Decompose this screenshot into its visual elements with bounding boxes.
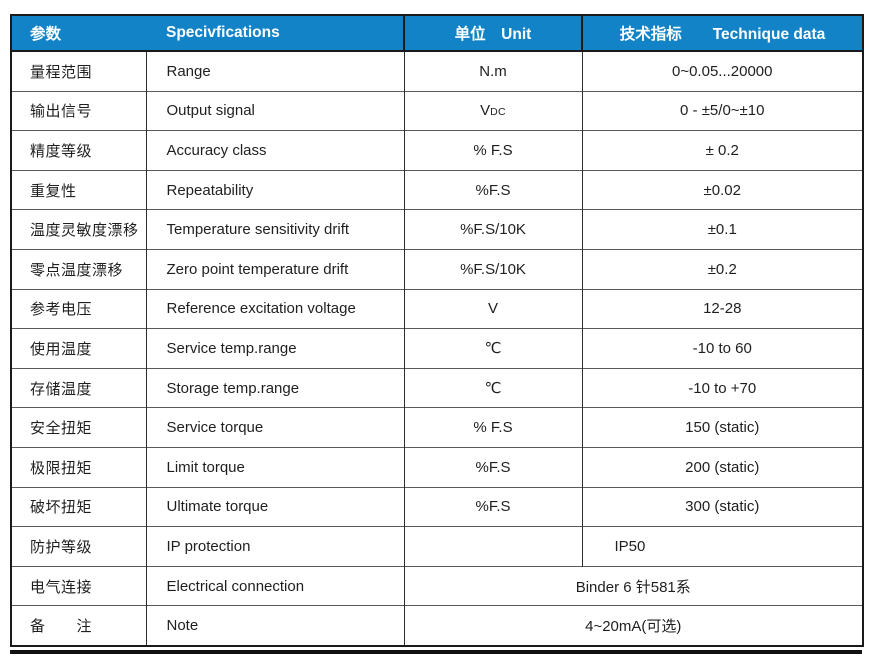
value-cell: ±0.1 (581, 209, 863, 250)
param-cell: 使用温度 (11, 328, 146, 369)
param-cell: 电气连接 (11, 565, 146, 606)
table-row: 存储温度 Storage temp.range ℃ -10 to +70 (11, 367, 863, 408)
param-cell: 精度等级 (11, 130, 146, 171)
unit-cell: % F.S (403, 407, 582, 448)
value-cell: 0~0.05...20000 (581, 51, 863, 92)
value-cell: 12-28 (581, 288, 863, 329)
param-cell: 防护等级 (11, 526, 146, 567)
table-row: 量程范围 Range N.m 0~0.05...20000 (11, 51, 863, 92)
spec-table: 参数 Specivfications 单位 Unit 技术指标 Techniqu… (10, 14, 864, 647)
value-cell: 150 (static) (581, 407, 863, 448)
table-row: 电气连接 Electrical connection Binder 6 针581… (11, 565, 863, 606)
param-cell: 破坏扭矩 (11, 486, 146, 527)
value-cell: ±0.02 (581, 169, 863, 210)
table-row: 参考电压 Reference excitation voltage V 12-2… (11, 288, 863, 329)
value-cell: -10 to +70 (581, 367, 863, 408)
spec-cell: Accuracy class (145, 130, 404, 171)
table-row: 破坏扭矩 Ultimate torque %F.S 300 (static) (11, 486, 863, 527)
value-cell: ± 0.2 (581, 130, 863, 171)
spec-cell: Temperature sensitivity drift (145, 209, 404, 250)
spec-cell: Electrical connection (145, 565, 404, 606)
spec-cell: Output signal (145, 90, 404, 131)
bottom-rule (10, 649, 862, 654)
table-row: 使用温度 Service temp.range ℃ -10 to 60 (11, 328, 863, 369)
unit-cell: %F.S (403, 446, 582, 488)
unit-cell: %F.S/10K (403, 209, 582, 250)
value-cell-merged: Binder 6 针581系 (403, 565, 863, 606)
unit-cell: %F.S (403, 169, 582, 210)
param-cell: 备 注 (11, 605, 146, 646)
header-row: 参数 Specivfications 单位 Unit 技术指标 Techniqu… (11, 15, 863, 52)
table-row: 防护等级 IP protection IP50 (11, 526, 863, 567)
unit-cell: VDC (403, 90, 582, 131)
unit-cell: ℃ (403, 328, 582, 369)
value-cell: 0 - ±5/0~±10 (581, 90, 863, 131)
spec-cell: Storage temp.range (145, 367, 404, 408)
header-specifications: Specivfications (146, 15, 404, 52)
table-row: 安全扭矩 Service torque % F.S 150 (static) (11, 407, 863, 448)
header-technique-data: 技术指标 Technique data (581, 15, 863, 52)
spec-cell: Limit torque (145, 446, 404, 488)
table-header: 参数 Specivfications 单位 Unit 技术指标 Techniqu… (11, 15, 863, 52)
spec-cell: Service temp.range (145, 328, 404, 369)
param-cell: 量程范围 (30, 63, 93, 81)
spec-cell: Service torque (145, 407, 404, 448)
header-param: 参数 (11, 15, 146, 52)
value-cell: -10 to 60 (581, 328, 863, 369)
table-row: 极限扭矩 Limit torque %F.S 200 (static) (11, 446, 863, 488)
value-cell: IP50 (581, 526, 863, 567)
unit-cell: % F.S (403, 130, 582, 171)
spec-cell: Range (145, 51, 404, 92)
param-cell: 输出信号 (11, 90, 146, 131)
spec-cell: Reference excitation voltage (145, 288, 404, 329)
unit-cell: N.m (403, 51, 582, 92)
param-cell: 安全扭矩 (11, 407, 146, 448)
unit-cell (403, 526, 582, 567)
param-cell: 温度灵敏度漂移 (11, 209, 146, 250)
param-cell: 存储温度 (11, 367, 146, 408)
table-row: 重复性 Repeatability %F.S ±0.02 (11, 169, 863, 210)
table-row: 零点温度漂移 Zero point temperature drift %F.S… (11, 248, 863, 290)
unit-cell: %F.S (403, 486, 582, 527)
spec-cell: Zero point temperature drift (145, 248, 404, 290)
table-body: 量程范围 Range N.m 0~0.05...20000 输出信号 Outpu… (11, 51, 863, 646)
unit-cell: %F.S/10K (403, 248, 582, 290)
value-cell-merged: 4~20mA(可选) (403, 605, 863, 646)
value-cell: 300 (static) (581, 486, 863, 527)
spec-cell: IP protection (145, 526, 404, 567)
value-cell: ±0.2 (581, 248, 863, 290)
unit-cell: V (403, 288, 582, 329)
spec-cell: Note (145, 605, 404, 646)
param-cell: 参考电压 (11, 288, 146, 329)
spec-table-container: 参数 Specivfications 单位 Unit 技术指标 Techniqu… (10, 14, 864, 654)
table-row: 备 注 Note 4~20mA(可选) (11, 605, 863, 646)
table-row: 温度灵敏度漂移 Temperature sensitivity drift %F… (11, 209, 863, 250)
table-row: 输出信号 Output signal VDC 0 - ±5/0~±10 (11, 90, 863, 131)
param-cell: 极限扭矩 (11, 446, 146, 488)
param-cell: 重复性 (11, 169, 146, 210)
spec-cell: Repeatability (145, 169, 404, 210)
table-row: 精度等级 Accuracy class % F.S ± 0.2 (11, 130, 863, 171)
header-unit: 单位 Unit (403, 15, 582, 52)
value-cell: 200 (static) (581, 446, 863, 488)
param-cell: 零点温度漂移 (11, 248, 146, 290)
spec-cell: Ultimate torque (145, 486, 404, 527)
unit-cell: ℃ (403, 367, 582, 408)
